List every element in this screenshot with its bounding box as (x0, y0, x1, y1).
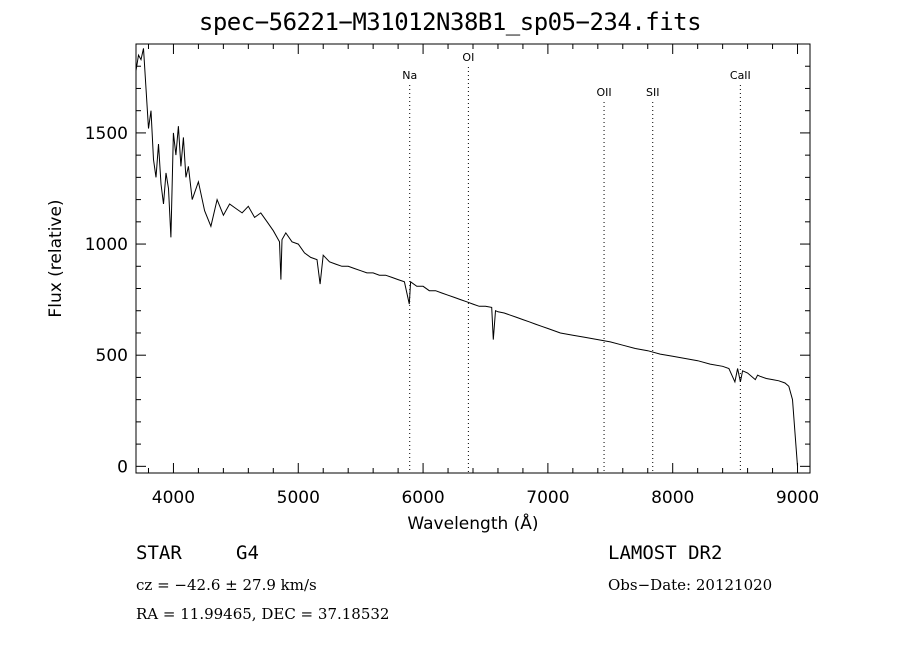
y-tick-label: 1500 (85, 124, 128, 144)
object-class: STAR (136, 542, 182, 564)
emission-line-markers: Na OI OII SII CaII (402, 51, 751, 473)
x-axis-label: Wavelength (Å) (407, 512, 538, 534)
line-label-oii: OII (596, 86, 611, 99)
line-label-na: Na (402, 69, 417, 82)
y-tick-label: 0 (117, 457, 128, 477)
line-label-caii: CaII (730, 69, 751, 82)
y-axis-ticks: 0 500 1000 1500 (85, 65, 810, 477)
plot-frame (135, 43, 811, 474)
object-subclass: G4 (236, 542, 259, 564)
x-tick-label: 4000 (152, 488, 195, 508)
redshift-velocity: cz = −42.6 ± 27.9 km/s (136, 576, 317, 594)
chart-title: spec−56221−M31012N38B1_sp05−234.fits (198, 8, 702, 36)
x-tick-label: 9000 (776, 488, 819, 508)
x-tick-label: 5000 (277, 488, 320, 508)
x-tick-label: 8000 (651, 488, 694, 508)
x-tick-label: 6000 (401, 488, 444, 508)
sky-coordinates: RA = 11.99465, DEC = 37.18532 (136, 605, 390, 623)
y-tick-label: 500 (96, 346, 128, 366)
x-axis-ticks: 4000 5000 6000 7000 8000 9000 (147, 44, 819, 508)
y-tick-label: 1000 (85, 235, 128, 255)
line-label-oi: OI (462, 51, 474, 64)
survey-name: LAMOST DR2 (608, 542, 723, 564)
x-tick-label: 7000 (526, 488, 569, 508)
line-label-sii: SII (646, 86, 659, 99)
spectrum-line (135, 48, 798, 467)
y-axis-label: Flux (relative) (46, 199, 66, 317)
observation-date: Obs−Date: 20121020 (608, 576, 773, 594)
